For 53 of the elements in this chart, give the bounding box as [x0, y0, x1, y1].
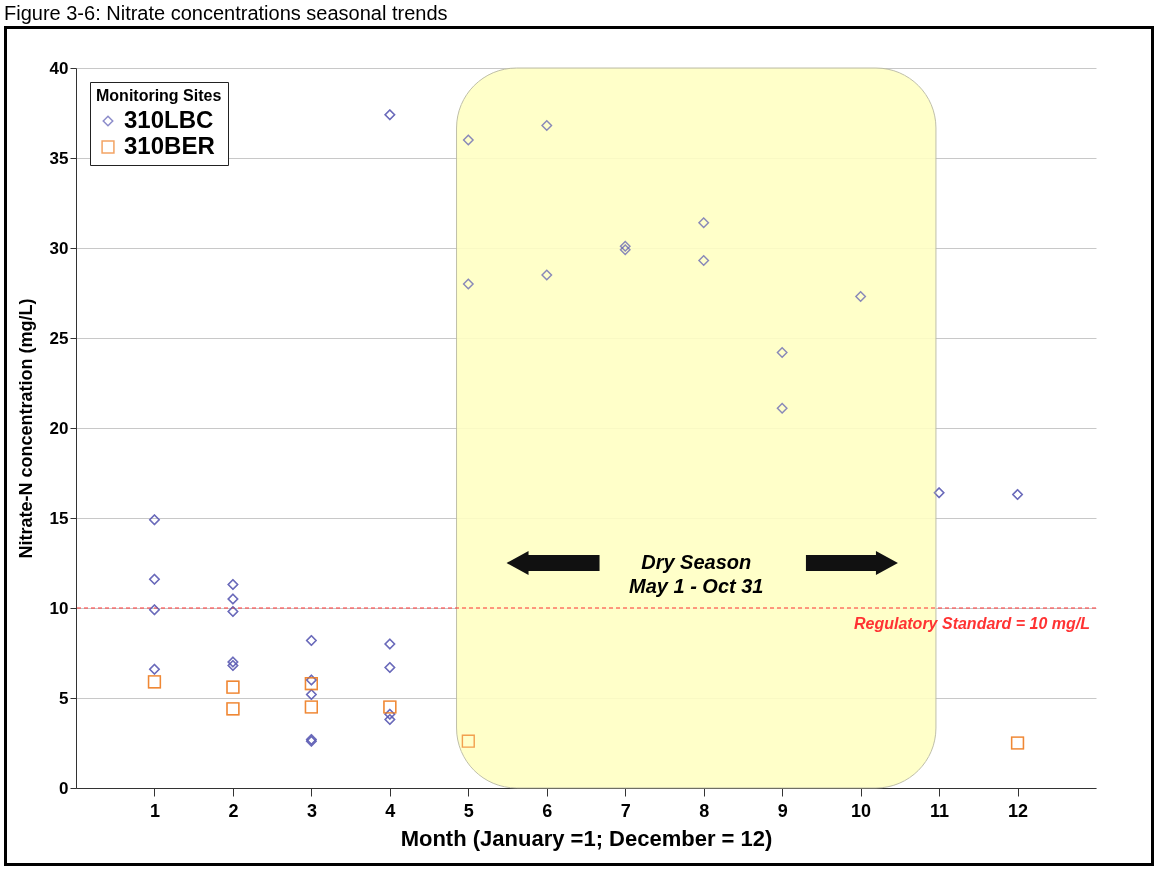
point [149, 663, 160, 675]
x-tick-label: 3 [306, 800, 317, 821]
point [147, 675, 162, 689]
x-tick-label: 2 [228, 800, 239, 821]
x-tick-label: 9 [777, 800, 788, 821]
point [226, 702, 240, 716]
point [227, 656, 239, 668]
point [226, 680, 240, 694]
x-tick-label: 10 [851, 800, 872, 821]
point [149, 514, 160, 526]
point [227, 579, 239, 591]
point [149, 573, 160, 585]
y-tick-label: 35 [49, 148, 69, 168]
point [384, 708, 396, 720]
y-tick-label: 5 [59, 688, 69, 708]
y-tick-label: 15 [49, 508, 69, 528]
x-tick-label: 8 [699, 800, 710, 821]
x-tick-label: 1 [149, 800, 160, 821]
point [384, 638, 396, 650]
x-tick-label: 7 [620, 800, 631, 821]
point [304, 700, 318, 714]
point [384, 661, 396, 673]
x-tick-label: 4 [385, 800, 396, 821]
legend-label: 310LBC [124, 106, 214, 133]
point [1012, 489, 1023, 501]
point [227, 660, 239, 672]
legend-title: Monitoring Sites [96, 87, 222, 104]
point [227, 593, 239, 605]
band-label: Dry Season May 1 - Oct 31 [628, 551, 764, 597]
x-tick-label: 11 [930, 800, 950, 821]
x-tick-label: 5 [463, 800, 474, 821]
y-tick-label: 30 [49, 238, 69, 258]
x-tick-label: 6 [542, 800, 553, 821]
point [227, 606, 239, 618]
y-axis-title: Nitrate-N concentration (mg/L) [15, 298, 36, 559]
ref-line-label: Regulatory Standard = 10 mg/L [853, 615, 1090, 632]
point [304, 676, 318, 691]
point [1010, 736, 1025, 750]
point [384, 714, 396, 726]
y-tick-label: 0 [59, 778, 69, 798]
y-tick-label: 40 [49, 58, 69, 78]
legend-label: 310BER [124, 132, 215, 159]
x-tick-label: 12 [1008, 800, 1029, 821]
point [305, 634, 317, 646]
point [383, 700, 397, 714]
point [149, 604, 160, 616]
y-tick-label: 20 [49, 418, 69, 438]
chart-title: Figure 3-6: Nitrate concentrations seasonal trends [3, 1, 449, 26]
point [305, 674, 317, 686]
y-tick-label: 25 [49, 328, 69, 348]
y-tick-label: 10 [49, 598, 69, 618]
point [384, 109, 396, 121]
x-axis-title: Month (January =1; December = 12) [400, 825, 773, 851]
